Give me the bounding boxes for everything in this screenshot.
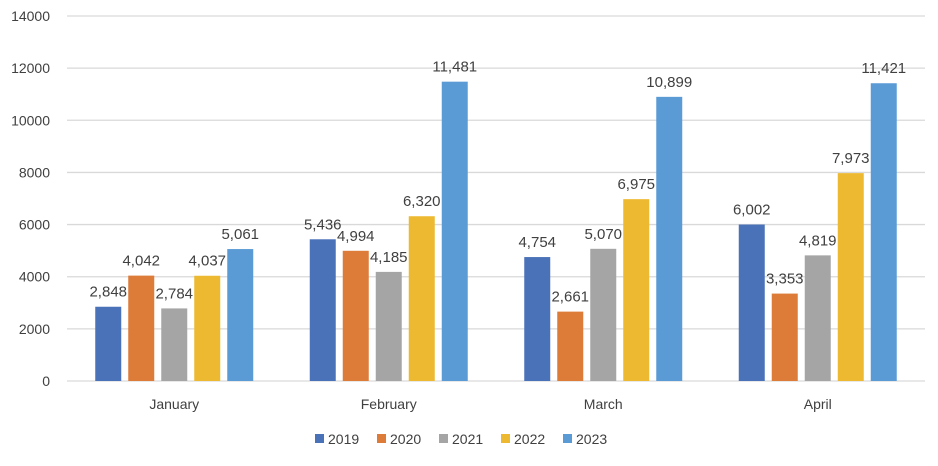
- data-label: 11,481: [432, 59, 477, 76]
- data-label: 2,661: [551, 289, 589, 306]
- data-label: 4,185: [370, 249, 408, 266]
- data-label: 6,320: [403, 193, 441, 210]
- data-label: 2,784: [155, 285, 193, 302]
- data-label: 4,754: [518, 234, 556, 251]
- data-label: 11,421: [861, 60, 906, 77]
- data-label: 4,042: [122, 253, 160, 270]
- data-label: 5,061: [221, 226, 259, 243]
- bar-2022-march: [623, 199, 650, 381]
- x-tick-label: February: [361, 396, 417, 412]
- bar-2021-january: [161, 308, 188, 381]
- bar-2021-april: [804, 255, 831, 381]
- data-label: 4,819: [799, 232, 837, 249]
- data-label: 7,973: [832, 150, 870, 167]
- bar-2020-january: [128, 275, 155, 381]
- bar-2020-february: [342, 250, 369, 381]
- data-label: 6,975: [617, 176, 655, 193]
- bar-2023-february: [441, 81, 468, 382]
- data-label: 5,070: [584, 226, 622, 243]
- bar-2019-january: [95, 306, 122, 381]
- x-tick-label: April: [804, 396, 832, 412]
- legend-label: 2021: [452, 431, 483, 447]
- legend-swatch-2020: [377, 434, 386, 443]
- bar-2021-february: [375, 271, 402, 381]
- legend-swatch-2023: [563, 434, 572, 443]
- bar-2022-april: [837, 173, 864, 381]
- y-tick-label: 10000: [11, 112, 50, 128]
- legend-label: 2023: [576, 431, 607, 447]
- bar-2021-march: [590, 248, 617, 381]
- y-tick-label: 6000: [19, 217, 50, 233]
- legend-swatch-2022: [501, 434, 510, 443]
- bar-2023-january: [227, 249, 254, 381]
- bar-2019-april: [738, 224, 765, 381]
- legend-label: 2022: [514, 431, 545, 447]
- data-label: 2,848: [89, 284, 127, 301]
- legend-swatch-2019: [315, 434, 324, 443]
- bar-2023-march: [656, 96, 683, 381]
- y-tick-label: 12000: [11, 60, 50, 76]
- data-label: 10,899: [646, 74, 692, 91]
- bar-2023-april: [870, 83, 897, 381]
- data-label: 5,436: [304, 216, 342, 233]
- legend-label: 2020: [390, 431, 421, 447]
- bar-2020-march: [557, 311, 584, 381]
- data-label: 4,994: [337, 228, 375, 245]
- y-tick-label: 2000: [19, 321, 50, 337]
- x-tick-label: March: [584, 396, 623, 412]
- bar-2020-april: [771, 293, 798, 381]
- legend-label: 2019: [328, 431, 359, 447]
- legend-swatch-2021: [439, 434, 448, 443]
- bar-2022-february: [408, 216, 435, 381]
- y-tick-label: 14000: [11, 8, 50, 24]
- bar-2022-january: [194, 275, 221, 381]
- bar-2019-february: [309, 239, 336, 381]
- data-label: 3,353: [766, 271, 804, 288]
- y-tick-label: 0: [42, 373, 50, 389]
- data-label: 4,037: [188, 253, 226, 270]
- data-label: 6,002: [733, 202, 771, 219]
- y-tick-label: 8000: [19, 164, 50, 180]
- x-tick-label: January: [149, 396, 199, 412]
- bar-2019-march: [524, 257, 551, 381]
- y-tick-label: 4000: [19, 269, 50, 285]
